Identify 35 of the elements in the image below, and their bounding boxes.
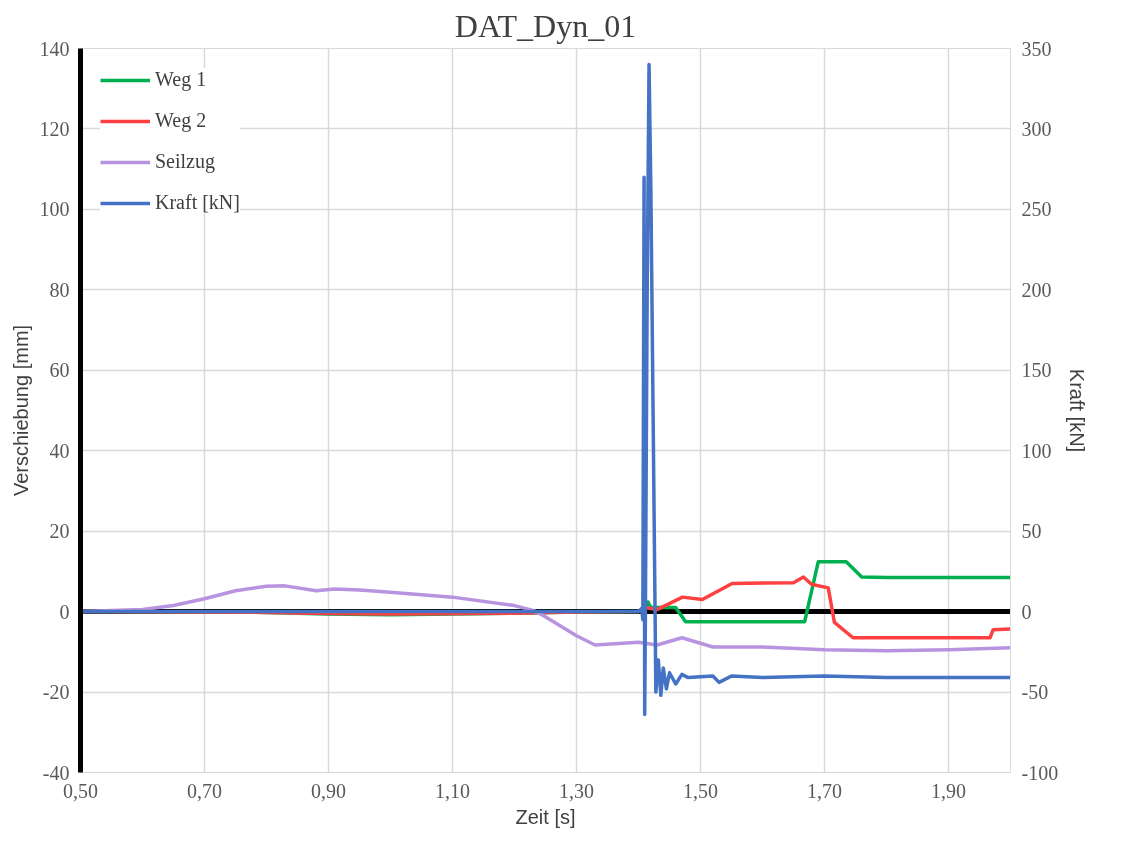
legend-label: Seilzug bbox=[155, 150, 215, 173]
y-tick-label: 40 bbox=[49, 439, 70, 462]
y2-tick-label: 0 bbox=[1021, 600, 1032, 623]
legend-label: Kraft [kN] bbox=[155, 191, 240, 214]
line-series bbox=[80, 62, 1011, 717]
x-tick-label: 1,70 bbox=[807, 779, 842, 802]
y2-tick-label: 50 bbox=[1021, 520, 1042, 543]
y-tick-label: 80 bbox=[49, 278, 70, 301]
legend-label: Weg 1 bbox=[155, 68, 207, 91]
y2-tick-label: 300 bbox=[1021, 117, 1052, 140]
x-tick-label: 1,10 bbox=[435, 779, 470, 802]
x-tick-label: 1,30 bbox=[559, 779, 594, 802]
y2-tick-label: 250 bbox=[1021, 198, 1052, 221]
x-tick-label: 0,90 bbox=[311, 779, 346, 802]
y2-tick-label: 150 bbox=[1021, 359, 1052, 382]
y-tick-label: 20 bbox=[49, 520, 70, 543]
legend-label: Weg 2 bbox=[155, 109, 207, 132]
x-axis-title: Zeit [s] bbox=[515, 805, 576, 828]
x-tick-label: 1,90 bbox=[931, 779, 966, 802]
y-tick-label: 120 bbox=[39, 117, 70, 140]
y2-tick-label: 100 bbox=[1021, 439, 1052, 462]
x-tick-label: 0,70 bbox=[187, 779, 222, 802]
y2-axis-title: Kraft [kN] bbox=[1066, 368, 1089, 453]
y-tick-label: 100 bbox=[39, 198, 70, 221]
chart-title: DAT_Dyn_01 bbox=[454, 7, 637, 44]
y2-tick-label: -100 bbox=[1021, 761, 1059, 784]
y2-tick-label: -50 bbox=[1021, 681, 1049, 704]
y2-tick-label: 200 bbox=[1021, 278, 1052, 301]
y-tick-label: 0 bbox=[59, 600, 70, 623]
y2-tick-label: 350 bbox=[1021, 37, 1052, 60]
y-axis-title: Verschiebung [mm] bbox=[9, 324, 32, 497]
x-tick-label: 1,50 bbox=[683, 779, 718, 802]
y-tick-label: 60 bbox=[49, 359, 70, 382]
y-tick-label: 140 bbox=[39, 37, 70, 60]
y-tick-label: -20 bbox=[42, 681, 70, 704]
